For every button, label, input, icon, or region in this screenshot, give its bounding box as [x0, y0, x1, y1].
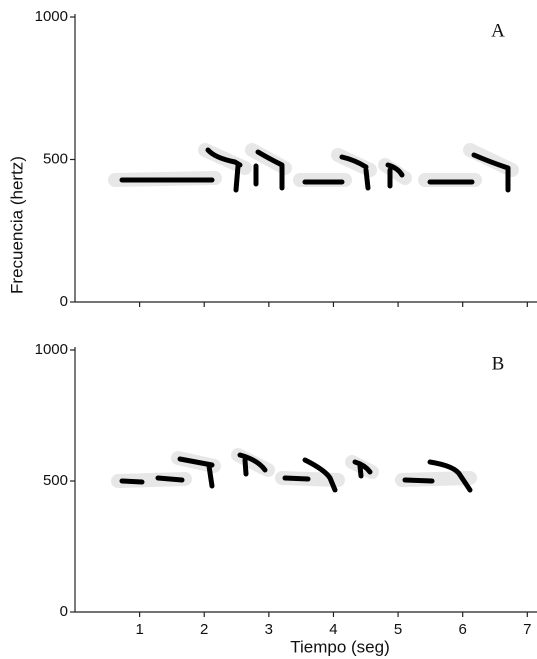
- haze: [108, 143, 519, 187]
- trace: [177, 456, 215, 489]
- spectrogram-b-traces: [111, 448, 477, 493]
- x-tick-label: 1: [135, 621, 143, 638]
- x-tick-label: 6: [459, 621, 467, 638]
- y-tick-label: 500: [43, 150, 68, 167]
- x-tick-label: 7: [523, 621, 531, 638]
- x-tick-label: 2: [200, 621, 208, 638]
- trace: [471, 152, 511, 193]
- y-tick-label: 500: [43, 472, 68, 489]
- x-tick-label: 4: [329, 621, 337, 638]
- panel-label: B: [492, 353, 505, 374]
- spectrogram-a-traces: [108, 143, 519, 193]
- x-tick-label: 3: [265, 621, 273, 638]
- x-axis-title: Tiempo (seg): [290, 637, 390, 656]
- trace: [253, 149, 285, 191]
- panel-label: A: [491, 20, 505, 41]
- trace: [119, 478, 145, 485]
- y-tick-label: 0: [60, 603, 68, 620]
- trace: [302, 457, 338, 493]
- trace: [205, 147, 243, 193]
- trace: [385, 162, 405, 189]
- trace: [237, 452, 268, 477]
- trace: [155, 475, 185, 483]
- trace: [402, 477, 435, 484]
- trace: [339, 154, 371, 191]
- y-axis-title: Frecuencia (hertz): [7, 156, 26, 294]
- y-tick-label: 1000: [35, 341, 68, 358]
- trace: [427, 459, 473, 493]
- y-tick-label: 0: [60, 293, 68, 310]
- trace: [282, 475, 311, 482]
- x-tick-label: 5: [394, 621, 402, 638]
- trace: [352, 459, 373, 479]
- y-tick-label: 1000: [35, 8, 68, 25]
